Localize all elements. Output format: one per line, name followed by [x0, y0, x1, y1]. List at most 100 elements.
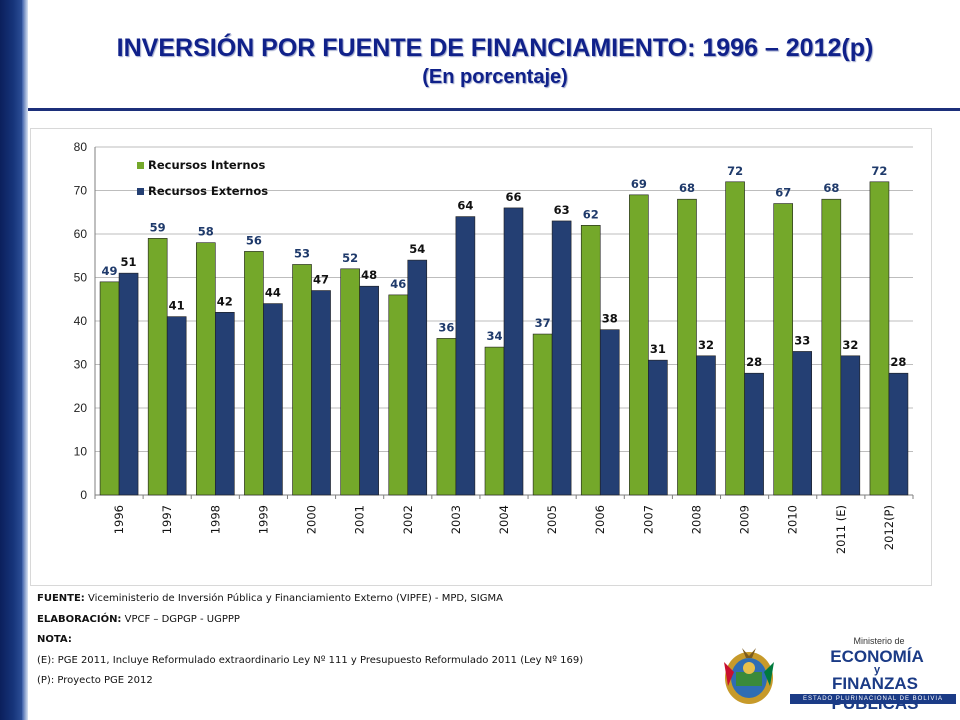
data-label: 32	[842, 338, 858, 352]
data-label: 62	[583, 207, 599, 221]
bar	[407, 259, 428, 496]
bar	[99, 281, 120, 496]
logo-y: y	[873, 664, 881, 676]
bar	[147, 238, 168, 496]
bar	[263, 303, 283, 496]
note-elaboracion: ELABORACIÓN: VPCF – DGPGP - UGPPP	[37, 613, 240, 625]
x-tick-label: 1997	[160, 505, 174, 534]
y-tick-label: 10	[74, 445, 88, 459]
chart-notes: FUENTE: Viceministerio de Inversión Públ…	[37, 592, 717, 695]
data-label: 63	[554, 203, 570, 217]
bar	[888, 372, 909, 496]
y-tick-label: 60	[74, 227, 88, 241]
data-label: 59	[150, 220, 166, 234]
bar	[388, 294, 409, 496]
side-band	[0, 0, 22, 720]
note-proyecto: (P): Proyecto PGE 2012	[37, 675, 153, 686]
bar	[599, 329, 620, 496]
data-label: 58	[198, 225, 214, 239]
note-estimado: (E): PGE 2011, Incluye Reformulado extra…	[37, 654, 584, 666]
x-tick-label: 2012(P)	[882, 505, 896, 550]
x-tick-label: 2005	[545, 505, 559, 534]
logo-estado: ESTADO PLURINACIONAL DE BOLIVIA	[790, 694, 956, 704]
bar	[551, 220, 572, 496]
y-tick-label: 80	[74, 140, 88, 154]
data-label: 56	[246, 233, 262, 247]
bar	[195, 242, 216, 496]
data-label: 51	[121, 255, 137, 269]
logo-economia: ECONOMÍA	[830, 647, 924, 666]
x-tick-label: 2003	[449, 505, 463, 534]
data-label: 48	[361, 268, 377, 282]
legend-label: Recursos Internos	[148, 158, 265, 172]
data-label: 31	[650, 342, 666, 356]
bar	[821, 198, 842, 496]
legend-swatch	[137, 188, 144, 195]
data-label: 54	[409, 242, 425, 256]
data-label: 67	[775, 186, 791, 200]
y-tick-label: 70	[74, 184, 88, 198]
page-title: INVERSIÓN POR FUENTE DE FINANCIAMIENTO: …	[116, 34, 874, 62]
x-tick-label: 2011 (E)	[834, 505, 848, 554]
bar	[840, 355, 861, 496]
bar	[869, 181, 890, 496]
page-subtitle: (En porcentaje)	[422, 66, 568, 88]
y-tick-label: 50	[74, 271, 88, 285]
data-label: 38	[602, 312, 618, 326]
data-label: 37	[535, 316, 551, 330]
x-tick-label: 2007	[641, 505, 655, 534]
data-label: 36	[438, 320, 454, 334]
bar	[629, 194, 649, 496]
y-tick-label: 40	[74, 314, 88, 328]
data-label: 33	[794, 333, 810, 347]
y-tick-label: 20	[74, 401, 88, 415]
bar	[792, 351, 813, 496]
x-tick-label: 2009	[738, 505, 752, 534]
bar	[532, 333, 553, 496]
bar	[677, 198, 697, 496]
legend-label: Recursos Externos	[148, 184, 268, 198]
data-label: 34	[486, 329, 502, 343]
data-label: 41	[169, 299, 185, 313]
bar	[311, 290, 331, 496]
x-tick-label: 2006	[593, 505, 607, 534]
bar	[166, 316, 187, 496]
bar	[436, 338, 457, 496]
bar	[340, 268, 360, 496]
data-label: 28	[746, 355, 762, 369]
x-tick-label: 2001	[353, 505, 367, 534]
x-tick-label: 2008	[689, 505, 703, 534]
bar	[455, 216, 476, 496]
data-label: 44	[265, 286, 281, 300]
bar	[696, 355, 716, 496]
data-label: 42	[217, 294, 233, 308]
y-tick-label: 30	[74, 358, 88, 372]
x-tick-label: 1999	[256, 505, 270, 534]
data-label: 49	[102, 264, 118, 278]
coat-of-arms-icon	[724, 648, 774, 704]
data-label: 53	[294, 246, 310, 260]
data-label: 32	[698, 338, 714, 352]
data-label: 52	[342, 251, 358, 265]
bar	[214, 312, 235, 496]
x-tick-label: 2010	[786, 505, 800, 534]
bar	[648, 359, 668, 496]
side-band-highlight	[22, 0, 28, 720]
data-label: 72	[727, 164, 743, 178]
x-tick-label: 2000	[305, 505, 319, 534]
x-tick-label: 1998	[208, 505, 222, 534]
title-divider	[28, 108, 960, 111]
data-label: 72	[871, 164, 887, 178]
bar	[503, 207, 524, 496]
bar	[359, 285, 379, 496]
bar	[744, 372, 764, 496]
bar	[725, 181, 745, 496]
data-label: 28	[890, 355, 906, 369]
data-label: 68	[679, 181, 695, 195]
bar	[773, 203, 794, 496]
logo-ministerio: Ministerio de	[853, 636, 905, 646]
data-label: 46	[390, 277, 406, 291]
legend-swatch	[137, 162, 144, 169]
note-fuente: FUENTE: Viceministerio de Inversión Públ…	[37, 593, 503, 604]
